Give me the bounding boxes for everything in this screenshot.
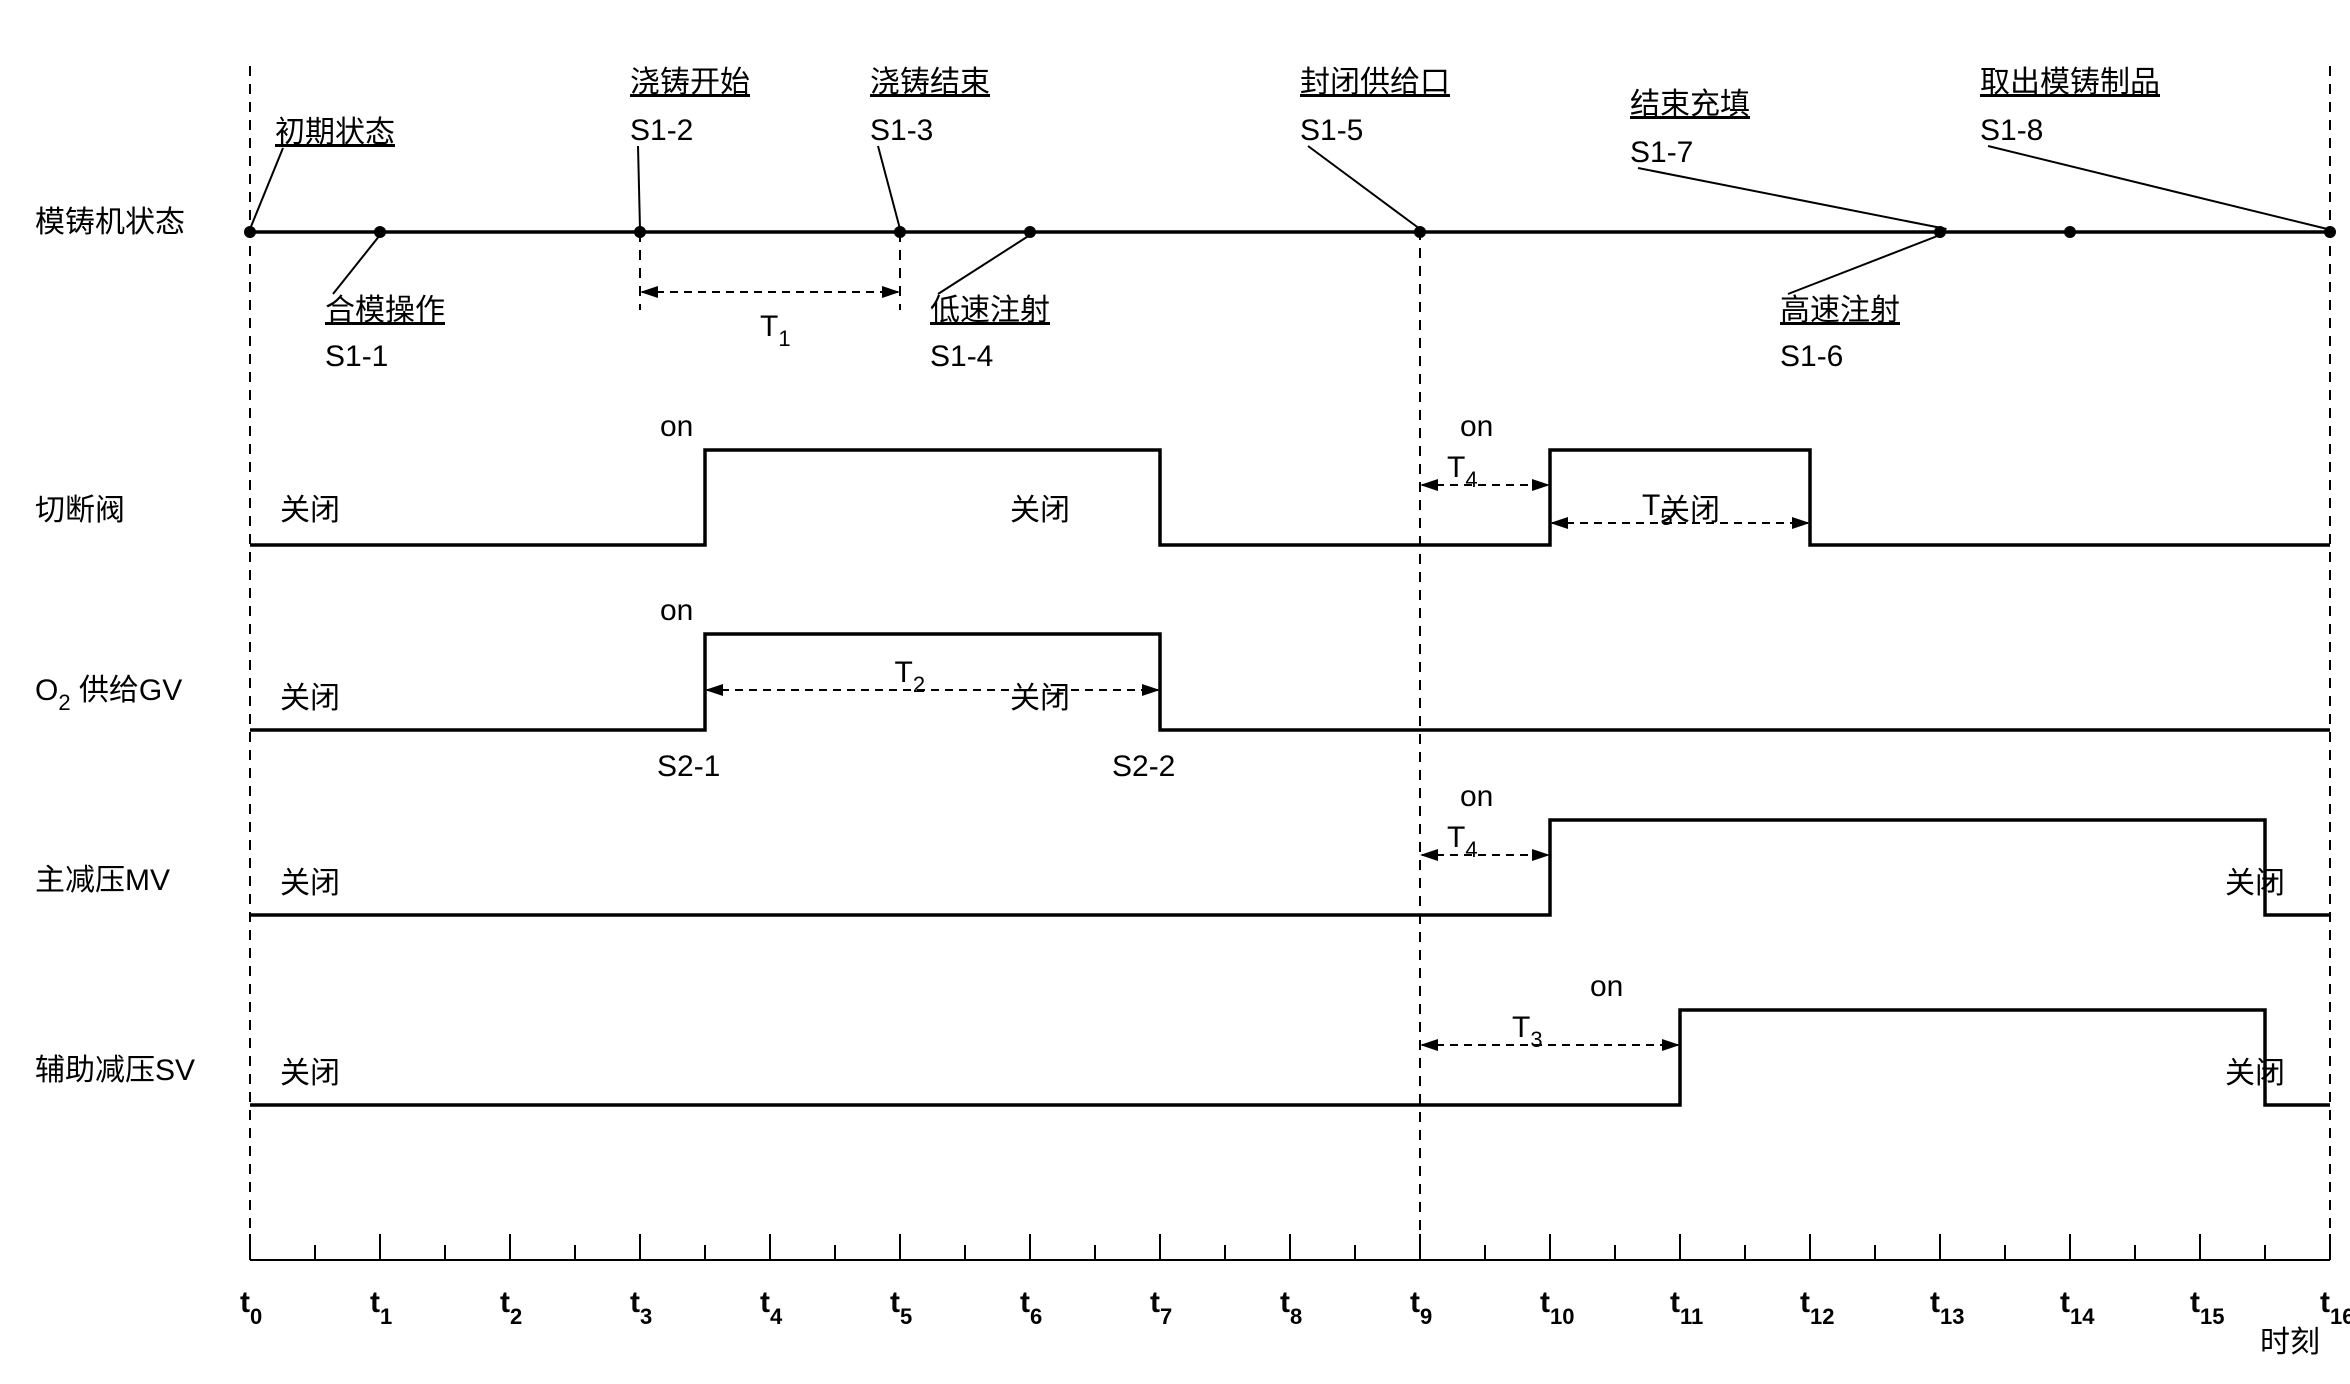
event-S1-8: 取出模铸制品 <box>1980 66 2160 99</box>
valve-label-cutoff: on <box>1460 410 1493 443</box>
time-tick-15: t15 <box>2190 1286 2224 1329</box>
row-label-aux_sv: 辅助减压SV <box>35 1054 195 1087</box>
event-S1-7: 结束充填 <box>1630 88 1750 121</box>
row-label-cutoff_valve: 切断阀 <box>35 494 125 527</box>
row-label-main_mv: 主减压MV <box>35 864 170 897</box>
event-初期状态: 初期状态 <box>275 116 395 149</box>
valve-label-mainmv: on <box>1460 780 1493 813</box>
event-S1-3: 浇铸结束 <box>870 66 990 99</box>
signal-auxsv <box>250 1010 2330 1105</box>
time-tick-13: t13 <box>1930 1286 1964 1329</box>
event-S1-1: 合模操作 <box>325 294 445 327</box>
time-tick-3: t3 <box>630 1286 652 1329</box>
event-S1-4: 低速注射 <box>930 294 1050 327</box>
event-S1-2: 浇铸开始 <box>630 66 750 99</box>
time-tick-1: t1 <box>370 1286 392 1329</box>
signal-cutoff <box>250 450 2330 545</box>
signal-mainmv <box>250 820 2330 915</box>
event-S1-5: 封闭供给口 <box>1300 66 1450 99</box>
svg-text:S1-7: S1-7 <box>1630 136 1693 169</box>
timing-diagram: t0 t1 t2 t3 t4 t5 t6 t7 t8 t9 t10 t11 t12 t13 t14 t15 t1… <box>20 20 2350 1364</box>
time-tick-6: t6 <box>1020 1286 1042 1329</box>
row-label-o2_gv: O2 供给GV <box>35 674 182 715</box>
time-tick-4: t4 <box>760 1286 783 1329</box>
svg-text:T1: T1 <box>760 310 791 351</box>
valve-label-mainmv: 关闭 <box>280 867 340 900</box>
valve-label-cutoff: on <box>660 410 693 443</box>
signal-o2gv <box>250 634 2330 730</box>
valve-label-o2gv: 关闭 <box>280 682 340 715</box>
valve-label-cutoff: 关闭 <box>1010 494 1070 527</box>
svg-text:S1-8: S1-8 <box>1980 114 2043 147</box>
row-label-machine_state: 模铸机状态 <box>35 206 185 239</box>
time-tick-9: t9 <box>1410 1286 1432 1329</box>
valve-label-auxsv: 关闭 <box>2225 1057 2285 1090</box>
code-S2-2: S2-2 <box>1112 750 1175 783</box>
valve-label-o2gv: on <box>660 594 693 627</box>
time-tick-12: t12 <box>1800 1286 1834 1329</box>
valve-label-mainmv: 关闭 <box>2225 867 2285 900</box>
event-S1-6: 高速注射 <box>1780 294 1900 327</box>
svg-text:S1-2: S1-2 <box>630 114 693 147</box>
time-tick-10: t10 <box>1540 1286 1574 1329</box>
time-tick-7: t7 <box>1150 1286 1172 1329</box>
time-tick-16: t16 <box>2320 1286 2350 1329</box>
time-tick-8: t8 <box>1280 1286 1302 1329</box>
time-tick-5: t5 <box>890 1286 912 1329</box>
time-tick-2: t2 <box>500 1286 522 1329</box>
svg-text:S1-6: S1-6 <box>1780 340 1843 373</box>
time-label: 时刻 <box>2260 1326 2320 1359</box>
svg-text:S1-3: S1-3 <box>870 114 933 147</box>
valve-label-cutoff: 关闭 <box>280 494 340 527</box>
time-tick-0: t0 <box>240 1286 262 1329</box>
valve-label-auxsv: 关闭 <box>280 1057 340 1090</box>
code-S2-1: S2-1 <box>657 750 720 783</box>
svg-text:S1-1: S1-1 <box>325 340 388 373</box>
valve-label-o2gv: 关闭 <box>1010 682 1070 715</box>
time-tick-11: t11 <box>1670 1286 1703 1329</box>
svg-text:S1-4: S1-4 <box>930 340 993 373</box>
svg-text:S1-5: S1-5 <box>1300 114 1363 147</box>
valve-label-auxsv: on <box>1590 970 1623 1003</box>
time-tick-14: t14 <box>2060 1286 2095 1329</box>
